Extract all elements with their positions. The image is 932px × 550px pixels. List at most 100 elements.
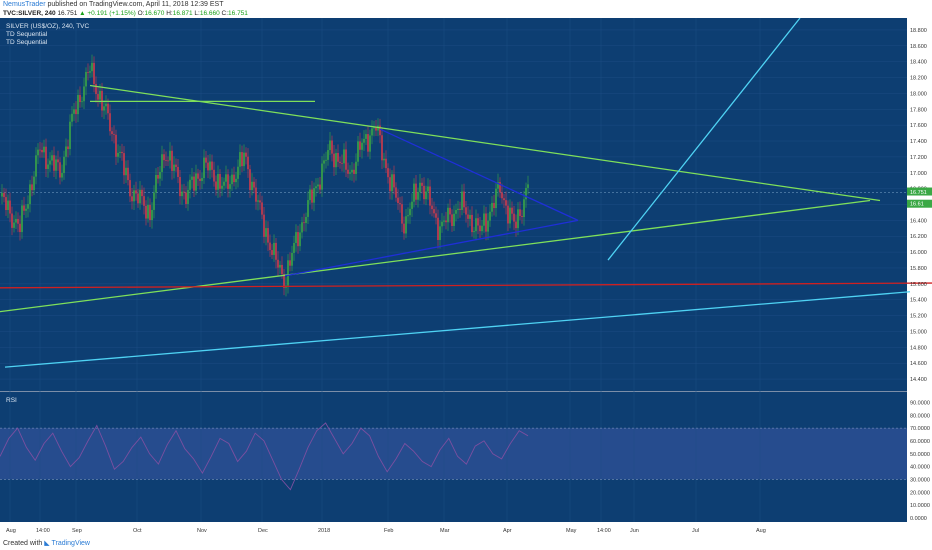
- candle-body: [87, 71, 89, 73]
- candle-body: [95, 83, 97, 95]
- candle-body: [67, 146, 69, 150]
- candle-body: [247, 156, 249, 170]
- candle-body: [255, 187, 257, 202]
- candle-body: [267, 228, 269, 243]
- candle-body: [239, 152, 241, 167]
- candle-body: [349, 172, 351, 174]
- trendlines[interactable]: [0, 17, 932, 368]
- candle-body: [517, 209, 519, 229]
- candle-body: [493, 202, 495, 209]
- candle-body: [271, 250, 273, 255]
- candle-body: [499, 182, 501, 193]
- candle-body: [279, 264, 281, 268]
- time-tick-label: May: [566, 528, 577, 534]
- candle-body: [335, 153, 337, 168]
- candle-body: [303, 222, 305, 224]
- candle-body: [431, 205, 433, 210]
- author-link[interactable]: NemusTrader: [3, 1, 46, 8]
- price-axis[interactable]: 18.800 18.600 18.400 18.200 18.000 17.800 17.6…: [907, 28, 932, 522]
- candle-body: [23, 205, 25, 211]
- candle-body: [347, 169, 349, 174]
- candle-body: [101, 90, 103, 111]
- rsi-label: RSI: [6, 397, 17, 404]
- chart-area[interactable]: 18.800 18.600 18.400 18.200 18.000 17.800 17.6…: [0, 17, 932, 538]
- candle-body: [97, 94, 99, 100]
- candle-body: [29, 184, 31, 205]
- cyan-trendline: [607, 17, 801, 261]
- candle-body: [509, 207, 511, 224]
- candle-body: [351, 169, 353, 173]
- last-price-tag-label: 16.751: [910, 190, 927, 196]
- time-axis[interactable]: Aug 14:00 Sep Oct Nov Dec 2018 Feb Mar Apr May 14:0…: [6, 528, 766, 534]
- open-label: O:: [137, 10, 145, 17]
- candle-body: [263, 214, 265, 237]
- candle-body: [139, 189, 141, 204]
- low-label: L:: [194, 10, 200, 17]
- candle-body: [49, 160, 51, 165]
- candle-body: [147, 204, 149, 219]
- candle-body: [327, 150, 329, 160]
- candle-body: [53, 155, 55, 171]
- time-tick-label: 14:00: [36, 528, 50, 534]
- candle-body: [115, 134, 117, 157]
- publication-header: NemusTrader published on TradingView.com…: [0, 0, 932, 9]
- candle-body: [329, 140, 331, 151]
- candle-body: [441, 221, 443, 227]
- candle-body: [309, 189, 311, 201]
- candle-body: [25, 208, 27, 211]
- candle-body: [213, 169, 215, 182]
- candle-body: [151, 209, 153, 221]
- price-tick-label: 17.600: [910, 123, 927, 129]
- candle-body: [519, 209, 521, 217]
- candle-body: [229, 184, 231, 189]
- rsi-tick-label: 20.0000: [910, 490, 930, 496]
- candle-body: [185, 192, 187, 204]
- candle-body: [511, 207, 513, 214]
- candle-body: [119, 151, 121, 153]
- secondary-price-tag-label: 16.61: [910, 202, 924, 208]
- candle-body: [169, 150, 171, 161]
- rsi-tick-label: 90.0000: [910, 400, 930, 406]
- candle-body: [187, 189, 189, 204]
- candle-body: [201, 178, 203, 181]
- candle-body: [137, 193, 139, 204]
- candle-body: [307, 200, 309, 217]
- candle-body: [73, 109, 75, 114]
- candle-body: [9, 200, 11, 214]
- candle-body: [259, 200, 261, 203]
- candle-body: [141, 189, 143, 197]
- candle-body: [105, 103, 107, 107]
- symbol-name: TVC:SILVER, 240: [3, 10, 56, 17]
- candle-body: [461, 191, 463, 210]
- candle-body: [85, 71, 87, 87]
- candle-body: [489, 211, 491, 221]
- price-axis-bg: [907, 18, 932, 538]
- candle-body: [173, 164, 175, 171]
- cyan-trendline: [4, 291, 911, 368]
- time-tick-label: Jul: [692, 528, 699, 534]
- candle-body: [227, 174, 229, 189]
- candle-body: [59, 162, 61, 178]
- candle-body: [373, 127, 375, 129]
- tradingview-brand[interactable]: TradingView: [51, 540, 90, 547]
- candle-body: [371, 128, 373, 136]
- price-tick-label: 18.800: [910, 28, 927, 34]
- candle-body: [353, 169, 355, 174]
- time-tick-label: Nov: [197, 528, 207, 534]
- candle-body: [177, 166, 179, 178]
- candle-body: [129, 180, 131, 197]
- candle-body: [175, 164, 177, 167]
- candle-body: [131, 196, 133, 202]
- candle-body: [161, 154, 163, 172]
- candle-body: [241, 152, 243, 167]
- price-tick-label: 18.200: [910, 76, 927, 82]
- low-value: 16.660: [199, 10, 220, 17]
- price-tick-label: 15.200: [910, 314, 927, 320]
- symbol-bar: TVC:SILVER, 240 16.751 ▲ +0.191 (+1.15%)…: [0, 9, 932, 18]
- chart-svg[interactable]: 18.800 18.600 18.400 18.200 18.000 17.800 17.6…: [0, 17, 932, 538]
- candle-body: [295, 232, 297, 243]
- candle-body: [145, 205, 147, 219]
- candle-body: [299, 232, 301, 247]
- price-tick-label: 16.400: [910, 218, 927, 224]
- candle-body: [75, 109, 77, 115]
